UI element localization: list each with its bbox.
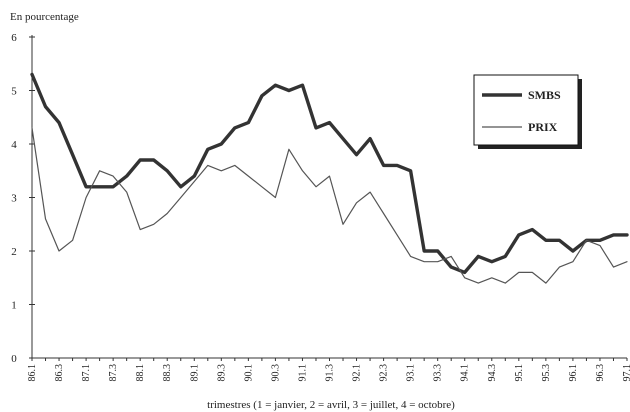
x-tick-label: 94.3	[487, 364, 498, 382]
x-axis-title: trimestres (1 = janvier, 2 = avril, 3 = …	[207, 399, 455, 411]
x-tick-label: 89.1	[189, 364, 200, 382]
y-tick-label: 4	[11, 139, 17, 151]
x-ticks: 86.1 86.3 87.1 87.3 88.1 88.3 89.1 89.3 90.1 90.3…	[27, 358, 630, 382]
x-tick-label: 93.1	[406, 364, 417, 382]
x-tick-label: 97.1	[622, 364, 630, 382]
x-tick-label: 95.1	[514, 364, 525, 382]
x-tick-label: 92.1	[352, 364, 363, 382]
series-line-smbs	[30, 72, 629, 275]
legend: SMBS PRIX	[473, 74, 582, 149]
x-tick-label: 94.1	[460, 364, 471, 382]
y-tick-label: 1	[11, 300, 17, 312]
x-tick-label: 91.3	[325, 364, 336, 382]
y-ticks: 0 1 2 3 4 5 6	[11, 32, 35, 365]
x-tick-label: 87.1	[81, 364, 92, 382]
x-tick-label: 96.3	[595, 364, 606, 382]
legend-box	[473, 74, 579, 146]
series-line-prix	[31, 127, 628, 284]
x-tick-label: 88.1	[135, 364, 146, 382]
x-tick-label: 86.3	[54, 364, 65, 382]
legend-label-prix: PRIX	[528, 120, 558, 134]
x-tick-label: 92.3	[379, 364, 390, 382]
x-tick-label: 93.3	[433, 364, 444, 382]
legend-label-smbs: SMBS	[528, 88, 561, 102]
x-tick-label: 91.1	[297, 364, 308, 382]
x-tick-label: 96.1	[568, 364, 579, 382]
y-tick-label: 3	[11, 193, 17, 205]
y-tick-label: 0	[11, 353, 17, 365]
y-tick-label: 6	[11, 32, 17, 44]
series-lines	[30, 72, 629, 284]
y-tick-label: 2	[11, 246, 17, 258]
x-tick-label: 86.1	[27, 364, 38, 382]
x-tick-label: 90.1	[243, 364, 254, 382]
x-tick-label: 88.3	[162, 364, 173, 382]
x-tick-label: 90.3	[270, 364, 281, 382]
y-axis-title: En pourcentage	[10, 11, 79, 23]
y-tick-label: 5	[11, 86, 17, 98]
x-tick-label: 95.3	[541, 364, 552, 382]
x-tick-label: 89.3	[216, 364, 227, 382]
x-tick-label: 87.3	[108, 364, 119, 382]
